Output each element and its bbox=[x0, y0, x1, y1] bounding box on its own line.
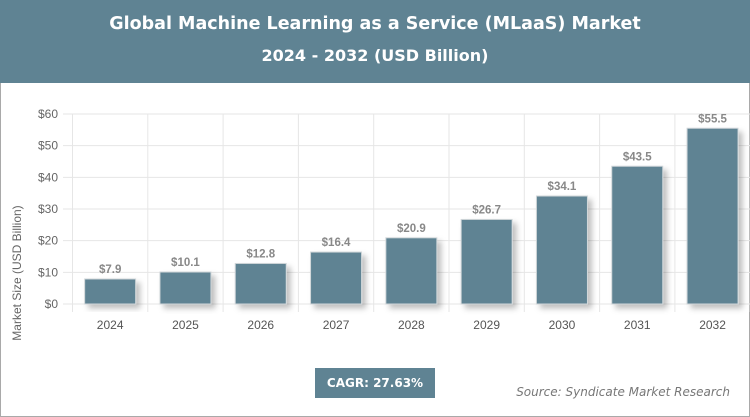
bar bbox=[686, 127, 739, 305]
data-label: $12.8 bbox=[246, 248, 275, 260]
x-tick-label: 2030 bbox=[549, 318, 576, 332]
chart-title: Global Machine Learning as a Service (ML… bbox=[109, 14, 641, 34]
bar bbox=[611, 165, 664, 305]
data-label: $43.5 bbox=[623, 151, 652, 163]
y-tick-label: $40 bbox=[38, 170, 58, 184]
x-tick-label: 2029 bbox=[473, 318, 500, 332]
source-note: Source: Syndicate Market Research bbox=[516, 385, 730, 399]
bar bbox=[385, 237, 438, 305]
x-tick-label: 2024 bbox=[97, 318, 124, 332]
bar bbox=[84, 278, 137, 305]
data-label: $10.1 bbox=[171, 257, 200, 269]
data-label: $55.5 bbox=[698, 113, 727, 125]
chart-header: Global Machine Learning as a Service (ML… bbox=[0, 0, 750, 83]
x-tick-label: 2031 bbox=[624, 318, 651, 332]
data-label: $16.4 bbox=[322, 237, 351, 249]
x-tick-label: 2028 bbox=[398, 318, 425, 332]
chart-subtitle: 2024 - 2032 (USD Billion) bbox=[261, 46, 489, 65]
data-label: $20.9 bbox=[397, 223, 426, 235]
y-tick-label: $50 bbox=[38, 139, 58, 153]
y-tick-label: $20 bbox=[38, 234, 58, 248]
bar bbox=[159, 271, 212, 305]
y-tick-label: $60 bbox=[38, 107, 58, 121]
cagr-badge: CAGR: 27.63% bbox=[315, 368, 435, 398]
bar bbox=[460, 218, 513, 305]
data-label: $7.9 bbox=[99, 264, 121, 276]
bar bbox=[535, 195, 588, 305]
data-label: $34.1 bbox=[548, 181, 577, 193]
x-tick-label: 2032 bbox=[699, 318, 726, 332]
x-tick-label: 2027 bbox=[323, 318, 350, 332]
y-tick-label: $0 bbox=[45, 297, 59, 311]
y-tick-label: $30 bbox=[38, 202, 58, 216]
y-tick-label: $10 bbox=[38, 265, 58, 279]
bar bbox=[310, 251, 363, 305]
x-tick-label: 2025 bbox=[172, 318, 199, 332]
data-label: $26.7 bbox=[472, 204, 501, 216]
bar-chart: Market Size (USD Billion) $0 $10 $20 $30 $40… bbox=[10, 107, 750, 341]
x-tick-label: 2026 bbox=[247, 318, 274, 332]
bar bbox=[234, 262, 287, 305]
y-axis-label: Market Size (USD Billion) bbox=[10, 205, 24, 340]
